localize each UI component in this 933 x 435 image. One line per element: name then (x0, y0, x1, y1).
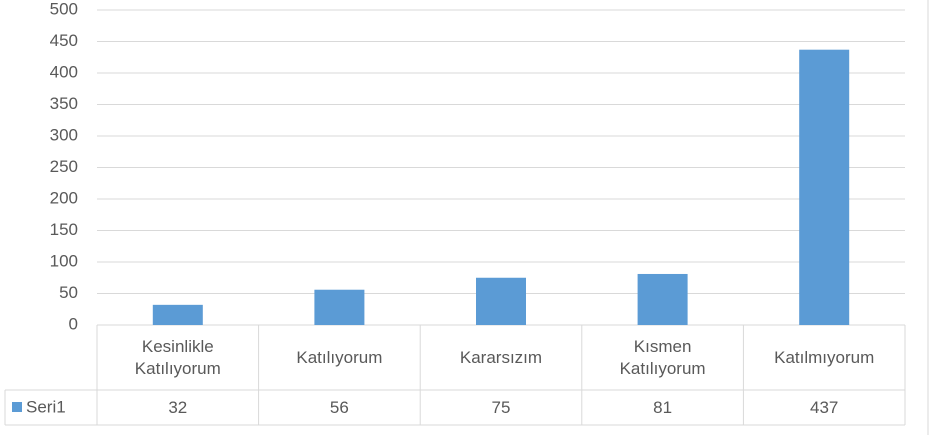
bar (799, 49, 850, 325)
y-tick-label: 250 (50, 157, 78, 176)
bar (152, 304, 203, 325)
y-tick-label: 300 (50, 125, 78, 144)
bar (637, 273, 688, 325)
y-tick-label: 350 (50, 94, 78, 113)
bar (476, 277, 526, 325)
y-tick-label: 0 (69, 314, 78, 333)
y-tick-label: 150 (50, 220, 78, 239)
bar (314, 289, 365, 325)
category-label: Katılmıyorum (774, 347, 875, 367)
category-label: Kesinlikle Katılıyorum (134, 336, 221, 378)
y-tick-label: 500 (50, 0, 78, 18)
category-label: Kısmen Katılıyorum (619, 336, 706, 378)
y-tick-label: 450 (50, 31, 78, 50)
table-value: 56 (329, 397, 349, 417)
y-tick-label: 50 (59, 283, 78, 302)
legend-swatch (12, 402, 22, 412)
table-value: 75 (491, 397, 511, 417)
legend-label: Seri1 (26, 397, 66, 416)
table-value: 32 (168, 397, 188, 417)
category-label: Kararsızım (459, 347, 543, 367)
y-tick-label: 100 (50, 251, 78, 270)
table-value: 437 (810, 397, 839, 417)
y-tick-label: 400 (50, 62, 78, 81)
y-tick-label: 200 (50, 188, 78, 207)
category-label: Katılıyorum (296, 347, 383, 367)
table-value: 81 (653, 397, 673, 417)
